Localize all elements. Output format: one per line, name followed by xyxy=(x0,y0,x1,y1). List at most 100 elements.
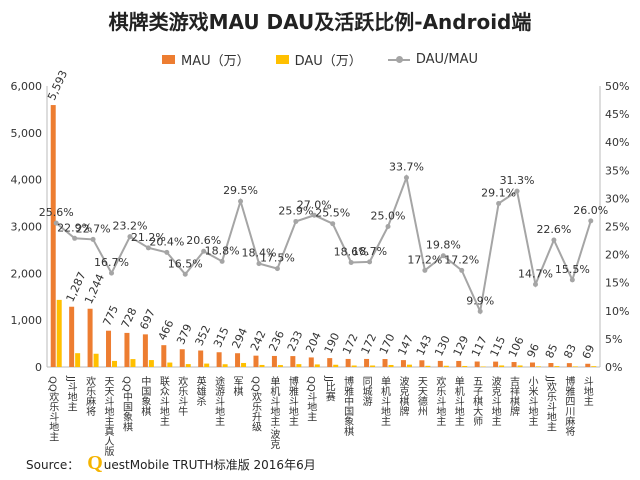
mau-bar xyxy=(69,306,75,367)
mau-data-label: 117 xyxy=(469,334,490,359)
dau-bar xyxy=(222,364,228,367)
category-label: 中国象棋 xyxy=(139,375,151,417)
category-label: JJ比赛 xyxy=(323,375,335,403)
left-axis-tick-label: 4,000 xyxy=(11,174,43,187)
ratio-point xyxy=(293,218,299,224)
ratio-point xyxy=(459,267,465,273)
ratio-point xyxy=(164,249,170,255)
category-label: 天天斗地主真人版 xyxy=(102,376,114,457)
ratio-data-label: 25.9% xyxy=(278,204,313,217)
mau-data-label: 143 xyxy=(414,333,435,358)
mau-bar xyxy=(290,356,296,367)
mau-bar xyxy=(382,359,388,367)
left-axis-tick-label: 6,000 xyxy=(11,80,43,93)
legend-item-mau: MAU（万） xyxy=(161,50,250,69)
ratio-point xyxy=(422,267,428,273)
legend-item-ratio: DAU/MAU xyxy=(387,50,478,69)
dau-bar xyxy=(204,363,210,367)
category-label: 英雄杀 xyxy=(194,375,206,406)
dau-bar xyxy=(241,362,247,367)
ratio-data-label: 16.5% xyxy=(168,257,203,270)
dau-bar xyxy=(259,364,265,367)
ratio-data-label: 25.0% xyxy=(371,210,406,223)
ratio-point xyxy=(256,261,262,267)
ratio-data-label: 15.5% xyxy=(555,263,590,276)
ratio-data-label: 22.9% xyxy=(57,221,92,234)
dau-bar xyxy=(56,299,62,367)
source-line: Source： Q uestMobile TRUTH标准版 2016年6月 xyxy=(26,452,316,475)
ratio-point xyxy=(514,188,520,194)
mau-data-label: 190 xyxy=(322,331,343,356)
category-label: 联众斗地主 xyxy=(157,376,169,426)
ratio-point xyxy=(440,253,446,259)
ratio-point xyxy=(274,266,280,272)
category-label: 欢乐麻将 xyxy=(84,375,96,416)
dau-bar xyxy=(591,366,597,367)
mau-data-label: 96 xyxy=(524,342,542,360)
dau-bar xyxy=(351,365,357,367)
mau-bar xyxy=(327,358,333,367)
dau-bar xyxy=(296,364,302,367)
mau-data-label: 242 xyxy=(248,328,269,353)
mau-data-label: 204 xyxy=(303,330,324,355)
mau-data-label: 129 xyxy=(451,334,472,359)
dau-bar xyxy=(443,365,449,367)
ratio-data-label: 9.9% xyxy=(466,294,494,307)
ratio-data-label: 19.8% xyxy=(426,239,461,252)
ratio-data-label: 18.7% xyxy=(352,245,387,258)
category-label: 博雅斗地主 xyxy=(286,375,298,426)
right-axis-tick-label: 25% xyxy=(605,221,629,234)
legend-item-dau: DAU（万） xyxy=(275,50,362,69)
ratio-data-label: 20.4% xyxy=(149,235,184,248)
legend: MAU（万） DAU（万） DAU/MAU xyxy=(0,50,640,69)
category-label: 单机斗地主 xyxy=(452,376,464,426)
ratio-point xyxy=(238,198,244,204)
mau-data-label: 294 xyxy=(229,326,250,351)
category-label: QQ斗地主 xyxy=(305,376,317,422)
dau-bar xyxy=(554,366,560,367)
category-label: 欢乐斗牛 xyxy=(176,375,188,417)
dau-bar xyxy=(517,365,523,367)
mau-bar xyxy=(106,330,112,367)
mau-data-label: 236 xyxy=(266,329,287,354)
source-prefix: Source： xyxy=(26,458,80,472)
dau-bar xyxy=(148,360,154,367)
mau-data-label: 315 xyxy=(211,325,232,350)
dau-bar xyxy=(480,366,486,367)
category-label: 途游斗地主 xyxy=(213,375,225,426)
category-label: JJ欢乐斗地主 xyxy=(544,375,556,432)
ratio-data-label: 20.6% xyxy=(186,234,221,247)
category-label: 单机斗地主·波克 xyxy=(268,376,280,450)
dau-bar xyxy=(112,360,118,367)
mau-bar xyxy=(456,360,462,367)
mau-bar xyxy=(529,362,535,367)
legend-label-mau: MAU（万） xyxy=(180,54,250,69)
ratio-point xyxy=(145,245,151,251)
ratio-point xyxy=(182,271,188,277)
ratio-data-label: 16.7% xyxy=(94,256,129,269)
category-label: 博雅中国象棋 xyxy=(342,375,354,437)
left-axis-tick-label: 3,000 xyxy=(11,221,43,234)
category-label: 五子棋大师 xyxy=(471,376,483,427)
ratio-data-label: 27.0% xyxy=(297,198,332,211)
ratio-point xyxy=(367,259,373,265)
mau-bar xyxy=(345,358,351,367)
ratio-point xyxy=(311,212,317,218)
mau-data-label: 5,593 xyxy=(45,68,70,102)
mau-bar xyxy=(235,353,241,367)
legend-swatch-mau xyxy=(161,55,175,64)
mau-data-label: 697 xyxy=(137,307,158,332)
mau-bar xyxy=(124,332,130,367)
ratio-line xyxy=(55,173,592,315)
right-axis-tick-label: 45% xyxy=(605,108,629,121)
ratio-point xyxy=(90,236,96,242)
category-label: 小米斗地主 xyxy=(526,376,538,426)
mau-data-label: 106 xyxy=(506,335,527,360)
category-label: 单机斗地主 xyxy=(379,376,391,426)
ratio-point xyxy=(551,237,557,243)
dau-bar xyxy=(93,353,99,367)
dau-bar xyxy=(370,365,376,367)
dau-bar xyxy=(130,359,136,367)
ratio-point xyxy=(385,224,391,229)
mau-data-label: 85 xyxy=(543,342,561,360)
